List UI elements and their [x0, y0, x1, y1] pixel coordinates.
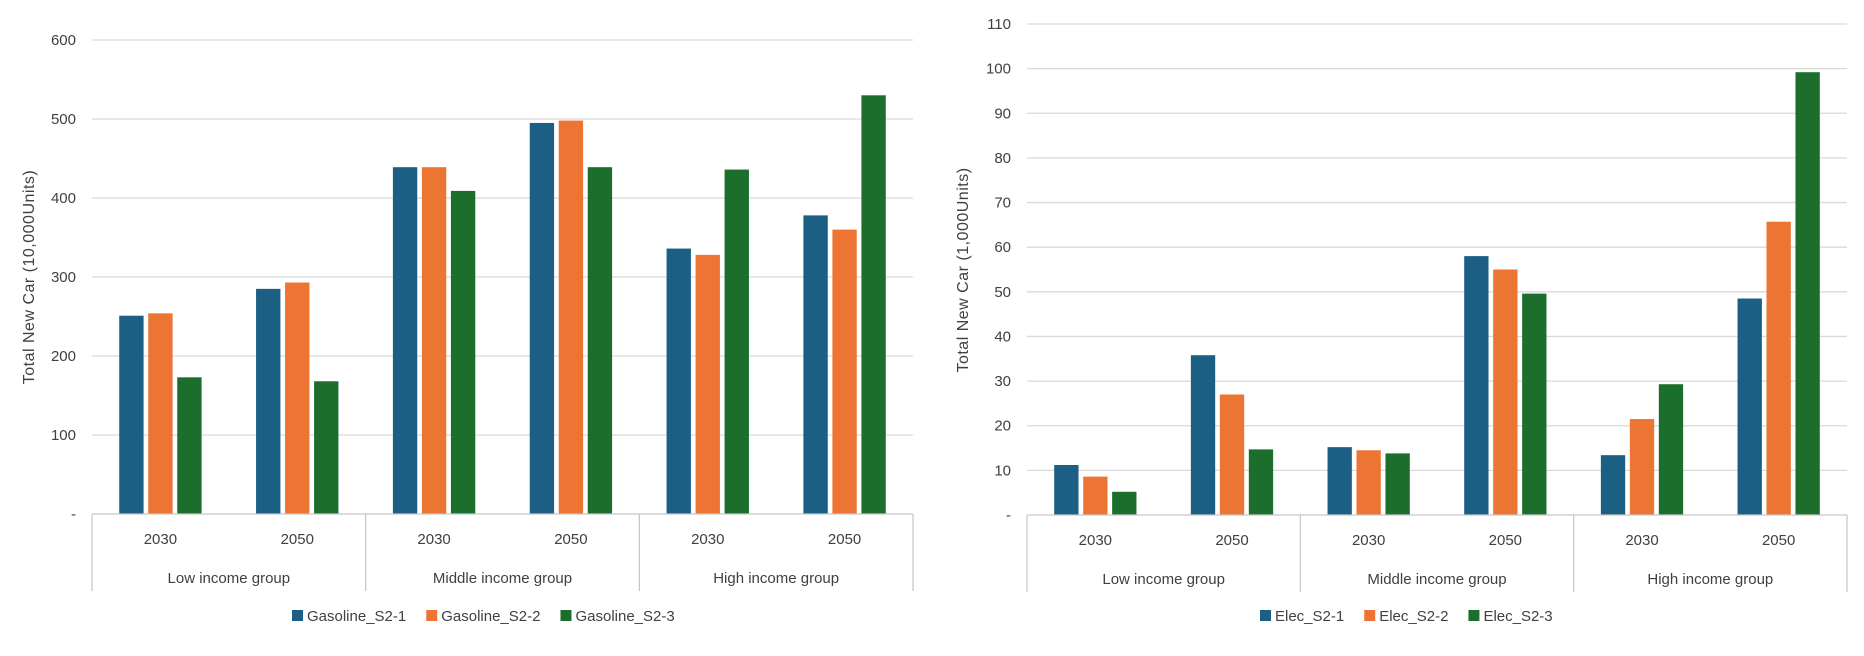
x-tick-label: 2030: [1079, 532, 1112, 549]
legend-swatch: [426, 610, 438, 621]
legend-label: Elec_S2-1: [1275, 608, 1344, 625]
y-tick-label: 500: [51, 111, 76, 128]
x-tick-label: 2050: [1215, 532, 1248, 549]
bar-Elec_S2-2: [1493, 269, 1518, 515]
legend-swatch: [560, 610, 572, 621]
bar-Gasoline_S2-1: [803, 215, 828, 514]
y-tick-label: 600: [51, 32, 76, 49]
group-label: High income group: [1647, 571, 1773, 588]
y-tick-label: 80: [994, 150, 1011, 167]
bar-Gasoline_S2-1: [529, 122, 555, 514]
bar-Elec_S2-3: [1385, 453, 1410, 515]
bar-Elec_S2-2: [1629, 419, 1655, 515]
y-tick-label: 10: [994, 462, 1011, 479]
y-axis-title: Total New Car (10,000Units): [21, 170, 38, 384]
bar-Elec_S2-1: [1054, 465, 1079, 515]
y-tick-label: 30: [994, 373, 1011, 390]
x-tick-label: 2050: [1489, 532, 1522, 549]
x-tick-label: 2050: [828, 531, 861, 548]
x-tick-label: 2030: [691, 531, 724, 548]
legend-swatch: [292, 610, 303, 621]
legend-label: Gasoline_S2-2: [441, 608, 540, 625]
x-tick-label: 2030: [1625, 532, 1658, 549]
bar-Gasoline_S2-2: [558, 120, 584, 514]
x-tick-label: 2050: [281, 531, 314, 548]
group-label: High income group: [713, 570, 839, 587]
bar-Gasoline_S2-2: [285, 282, 310, 514]
y-tick-label: 50: [994, 284, 1011, 301]
bar-Gasoline_S2-1: [119, 315, 144, 514]
bar-Elec_S2-1: [1327, 447, 1352, 515]
y-tick-label: 110: [987, 16, 1011, 33]
bar-Gasoline_S2-2: [832, 229, 857, 514]
bar-Gasoline_S2-3: [177, 377, 202, 514]
y-tick-label: 70: [994, 195, 1011, 212]
group-label: Low income group: [1102, 571, 1225, 588]
y-tick-label: 100: [51, 427, 76, 444]
gasoline-chart: - 100 200 300 400 500 600 Total New Car (10,000…: [21, 32, 914, 625]
bar-Elec_S2-1: [1600, 455, 1626, 515]
legend-label: Elec_S2-2: [1379, 608, 1448, 625]
bar-Elec_S2-3: [1658, 384, 1684, 515]
bar-Gasoline_S2-3: [861, 95, 886, 515]
bar-Gasoline_S2-2: [148, 313, 173, 514]
bar-Gasoline_S2-3: [314, 381, 339, 514]
bar-Gasoline_S2-3: [724, 169, 749, 514]
bar-Gasoline_S2-2: [421, 167, 447, 514]
bar-Elec_S2-3: [1112, 491, 1137, 515]
y-tick-label: 300: [51, 269, 76, 286]
group-label: Low income group: [168, 570, 291, 587]
bar-Elec_S2-3: [1795, 72, 1820, 515]
x-tick-label: 2030: [1352, 532, 1385, 549]
x-tick-label: 2050: [1762, 532, 1795, 549]
y-tick-label: 60: [994, 239, 1011, 256]
bar-Gasoline_S2-3: [450, 190, 476, 514]
y-tick-label: 20: [994, 418, 1011, 435]
legend-label: Gasoline_S2-3: [575, 608, 674, 625]
bar-Elec_S2-2: [1083, 476, 1108, 515]
x-tick-label: 2030: [417, 531, 450, 548]
y-axis-title: Total New Car (1,000Units): [955, 167, 972, 372]
bar-Elec_S2-2: [1766, 221, 1791, 516]
y-tick-label: -: [1006, 507, 1011, 524]
y-tick-label: 100: [986, 61, 1011, 78]
bar-Elec_S2-2: [1219, 394, 1245, 515]
legend-swatch: [1364, 610, 1376, 621]
bar-Elec_S2-3: [1248, 449, 1274, 515]
bar-Elec_S2-1: [1737, 298, 1762, 515]
legend-label: Elec_S2-3: [1483, 608, 1552, 625]
x-tick-label: 2050: [554, 531, 587, 548]
legend-swatch: [1468, 610, 1480, 621]
legend-label: Gasoline_S2-1: [307, 608, 406, 625]
x-tick-label: 2030: [144, 531, 177, 548]
y-tick-label: -: [71, 506, 76, 523]
group-label: Middle income group: [1367, 571, 1506, 588]
bar-Gasoline_S2-1: [666, 248, 691, 514]
bar-Elec_S2-1: [1190, 355, 1216, 515]
bar-Elec_S2-2: [1356, 450, 1381, 515]
bar-Elec_S2-3: [1522, 293, 1547, 515]
y-tick-label: 400: [51, 190, 76, 207]
bar-Gasoline_S2-1: [392, 167, 418, 514]
bar-Gasoline_S2-1: [256, 288, 281, 514]
y-tick-label: 200: [51, 348, 76, 365]
y-tick-label: 40: [994, 328, 1011, 345]
bar-Elec_S2-1: [1464, 256, 1489, 515]
y-tick-label: 90: [994, 105, 1011, 122]
legend-swatch: [1260, 610, 1271, 621]
group-label: Middle income group: [433, 570, 572, 587]
bar-Gasoline_S2-2: [695, 254, 720, 514]
bar-Gasoline_S2-3: [587, 167, 613, 514]
